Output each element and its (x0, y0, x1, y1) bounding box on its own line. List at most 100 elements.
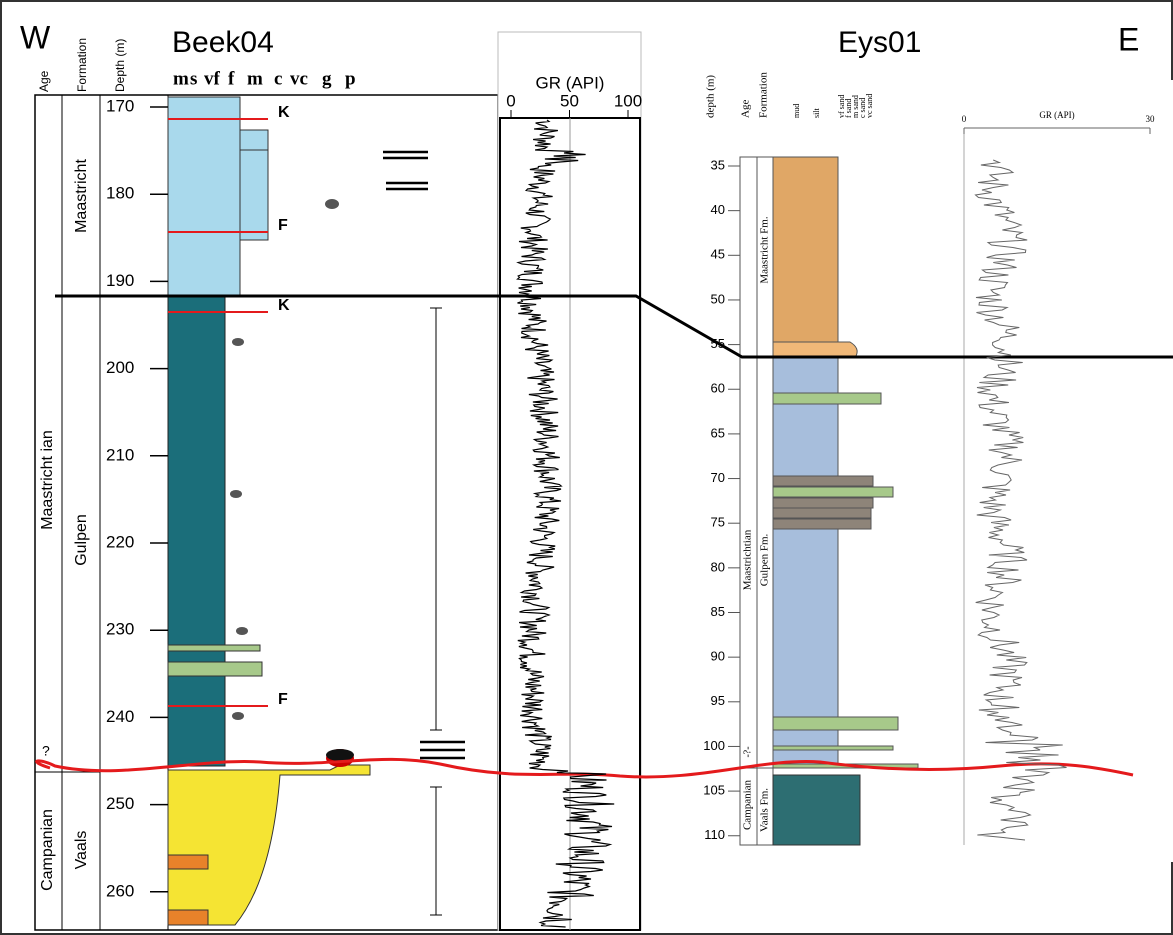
formation-label: Vaals (73, 831, 90, 870)
column-header: Formation (75, 38, 89, 92)
gr-tick-label: 30 (1146, 114, 1156, 124)
depth-label: 200 (106, 358, 134, 377)
age-label: Campanian (742, 779, 754, 830)
correlation-line (55, 294, 1173, 359)
depth-label: 60 (711, 381, 725, 396)
depth-label: 190 (106, 271, 134, 290)
lithology-vaals (167, 764, 371, 926)
depth-label: 35 (711, 157, 725, 172)
lithology-gulpen (167, 295, 226, 767)
unconformity-line (35, 757, 1134, 779)
formation-label: Gulpen Fm. (759, 533, 771, 586)
depth-label: 75 (711, 515, 725, 530)
bed (772, 475, 874, 487)
gr-tick-label: 0 (962, 114, 967, 124)
lithology-chalk (167, 96, 241, 296)
lithology-glauconitic (167, 661, 263, 677)
depth-label: 55 (711, 336, 725, 351)
well-title: Beek04 (172, 26, 274, 59)
lithology-chalk (239, 129, 269, 151)
grain-size: c sand (858, 98, 867, 118)
lithology-maastricht (772, 156, 839, 343)
symbol (325, 199, 339, 209)
grain-size: f sand (844, 99, 853, 118)
bed (772, 392, 882, 405)
grain-size: vc (290, 68, 308, 89)
lithology-vaals (772, 774, 861, 846)
gr-tick-label: 0 (506, 91, 515, 110)
depth-label: 95 (711, 693, 725, 708)
grain-size: m sand (851, 95, 860, 118)
grain-size: mud (792, 104, 801, 118)
bed (772, 716, 899, 731)
grain-size: vc sand (865, 94, 874, 118)
depth-label: 105 (703, 783, 725, 798)
lithology-gulpen (772, 356, 839, 769)
symbol (230, 490, 242, 498)
gr-label: GR (API) (536, 73, 605, 92)
gr-curve (974, 159, 1067, 841)
symbol (232, 712, 244, 720)
well-title: Eys01 (838, 26, 921, 59)
marker-label: K (278, 297, 290, 314)
depth-label: 65 (711, 425, 725, 440)
age-label: Campanian (39, 809, 56, 891)
bed (772, 497, 874, 509)
column-header: Age (37, 70, 51, 92)
uncertain-mark: ? (42, 743, 50, 759)
fossil-symbols (230, 199, 354, 767)
age-label: Maastricht ian (39, 430, 56, 530)
lithology-orange (167, 909, 209, 926)
depth-label: 230 (106, 620, 134, 639)
lithology-chalk (239, 149, 269, 241)
grain-size: m (173, 68, 189, 89)
grain-size: s (190, 68, 197, 89)
uncertain-mark: -?- (742, 746, 753, 757)
depth-label: 70 (711, 470, 725, 485)
depth-label: 85 (711, 604, 725, 619)
column-header: Depth (m) (113, 39, 127, 92)
depth-label: 110 (704, 827, 725, 842)
lamination-symbols (383, 150, 465, 760)
depth-label: 90 (711, 649, 725, 664)
grain-size: silt (812, 107, 821, 118)
column-header: depth (m) (705, 75, 717, 118)
depth-label: 80 (711, 559, 725, 574)
depth-label: 250 (106, 794, 134, 813)
lithology-orange (167, 854, 209, 870)
bed (772, 518, 872, 530)
depth-label: 170 (106, 96, 134, 115)
grain-size: vf sand (837, 95, 846, 118)
depth-label: 50 (711, 291, 725, 306)
column-header: Formation (758, 72, 770, 118)
depth-label: 240 (106, 707, 134, 726)
range-bars (430, 307, 442, 916)
depth-label: 100 (703, 738, 725, 753)
depth-label: 40 (711, 202, 725, 217)
grain-size: f (228, 68, 235, 89)
marker-label: F (278, 691, 288, 708)
west-label: W (20, 19, 51, 55)
symbol (236, 627, 248, 635)
gr-label: GR (API) (1039, 110, 1074, 120)
lithology-glauconitic (167, 644, 261, 652)
bed (772, 507, 872, 519)
eys01-panel (665, 80, 1173, 862)
gr-curve (516, 119, 615, 928)
depth-label: 45 (711, 247, 725, 262)
grain-size: m (247, 68, 263, 89)
formation-label: Vaals Fm. (759, 788, 771, 832)
symbol (232, 338, 244, 346)
formation-label: Gulpen (73, 514, 90, 566)
grain-size: c (274, 68, 282, 89)
lithology-maastricht (772, 341, 858, 357)
depth-label: 220 (106, 532, 134, 551)
formation-label: Maastricht (73, 159, 90, 233)
marker-label: F (278, 217, 288, 234)
symbol (326, 749, 354, 761)
east-label: E (1118, 21, 1139, 57)
column-header: Age (740, 100, 752, 118)
grain-size: vf (204, 68, 221, 89)
gr-tick-label: 100 (614, 91, 642, 110)
